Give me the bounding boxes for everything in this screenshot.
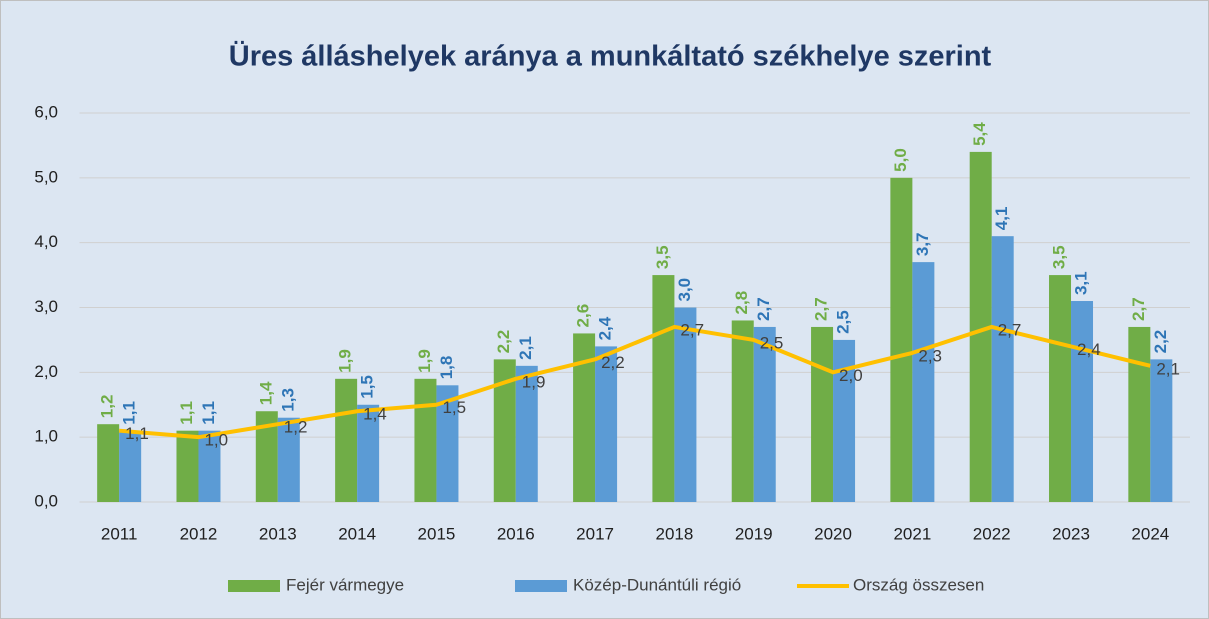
bar: [97, 424, 120, 502]
bar: [674, 307, 697, 502]
bar-value-label: 2,7: [1129, 297, 1148, 321]
bar-value-label: 1,4: [256, 381, 275, 405]
y-tick-label: 1,0: [34, 427, 58, 446]
bar-value-label: 2,2: [494, 330, 513, 354]
legend-label: Fejér vármegye: [286, 575, 404, 594]
line-value-label: 1,9: [522, 372, 546, 391]
bar: [1128, 326, 1151, 502]
bar: [176, 430, 199, 502]
bar-value-label: 3,7: [913, 232, 932, 256]
line-value-label: 1,1: [125, 424, 149, 443]
bar: [277, 417, 300, 502]
line-value-label: 2,4: [1077, 340, 1101, 359]
x-tick-label: 2023: [1052, 524, 1090, 543]
legend-swatch: [228, 580, 280, 592]
y-tick-label: 3,0: [34, 297, 58, 316]
bar-value-label: 2,7: [812, 297, 831, 321]
x-tick-label: 2015: [418, 524, 456, 543]
bar: [198, 430, 221, 502]
x-tick-label: 2024: [1131, 524, 1169, 543]
bar: [731, 320, 754, 502]
bar: [595, 346, 618, 502]
bar-value-label: 1,3: [278, 388, 297, 412]
bar-value-label: 3,1: [1072, 271, 1091, 295]
x-tick-label: 2012: [180, 524, 218, 543]
bar-value-label: 1,1: [199, 401, 218, 425]
bar-value-label: 2,7: [754, 297, 773, 321]
x-tick-label: 2013: [259, 524, 297, 543]
line-value-label: 1,0: [204, 431, 228, 450]
bar: [1150, 359, 1173, 502]
x-tick-label: 2022: [973, 524, 1011, 543]
chart-title: Üres álláshelyek aránya a munkáltató szé…: [229, 40, 992, 73]
line-value-label: 1,4: [363, 405, 387, 424]
bar-value-label: 3,5: [653, 245, 672, 269]
bar: [991, 236, 1014, 502]
bar: [811, 326, 834, 502]
bar: [912, 262, 935, 502]
line-value-label: 2,3: [918, 346, 942, 365]
bar: [890, 177, 913, 503]
line-value-label: 2,2: [601, 353, 625, 372]
bar-value-label: 5,0: [891, 148, 910, 172]
bar-value-label: 1,8: [437, 356, 456, 380]
bar-value-label: 3,5: [1050, 245, 1069, 269]
x-tick-label: 2020: [814, 524, 852, 543]
bar-value-label: 1,2: [98, 395, 117, 419]
y-tick-label: 5,0: [34, 167, 58, 186]
bar-value-label: 1,5: [358, 375, 377, 399]
bar-value-label: 3,0: [675, 278, 694, 302]
bar-value-label: 1,1: [177, 401, 196, 425]
bar-value-label: 2,1: [516, 336, 535, 360]
y-tick-label: 6,0: [34, 102, 58, 121]
bar-value-label: 4,1: [992, 207, 1011, 231]
bar-value-label: 2,5: [834, 310, 853, 334]
line-value-label: 1,2: [284, 418, 308, 437]
bar: [833, 339, 856, 502]
x-tick-label: 2016: [497, 524, 535, 543]
y-tick-label: 0,0: [34, 491, 58, 510]
bar: [119, 430, 142, 502]
bar-value-label: 2,8: [732, 291, 751, 315]
x-tick-label: 2014: [338, 524, 376, 543]
bar: [1071, 301, 1094, 502]
bar-value-label: 1,9: [415, 349, 434, 373]
bar-value-label: 1,9: [336, 349, 355, 373]
bar-value-label: 1,1: [120, 401, 139, 425]
bar-value-label: 2,6: [574, 304, 593, 328]
bar: [515, 365, 538, 502]
bar: [493, 359, 516, 502]
line-value-label: 1,5: [442, 398, 466, 417]
line-value-label: 2,5: [760, 333, 784, 352]
line: [118, 324, 1151, 440]
x-tick-label: 2018: [655, 524, 693, 543]
bar: [436, 385, 459, 502]
bar-value-label: 2,2: [1151, 330, 1170, 354]
bar: [652, 275, 675, 502]
bar: [1049, 275, 1072, 502]
bar: [255, 411, 278, 502]
bar-value-label: 5,4: [970, 122, 989, 146]
bar: [969, 151, 992, 502]
x-tick-label: 2011: [101, 524, 138, 543]
y-tick-label: 4,0: [34, 232, 58, 251]
legend-label: Közép-Dunántúli régió: [573, 575, 741, 594]
line-value-label: 2,1: [1156, 359, 1180, 378]
bar: [753, 326, 776, 502]
y-tick-label: 2,0: [34, 362, 58, 381]
line-value-label: 2,0: [839, 366, 863, 385]
bar-value-label: 2,4: [596, 316, 615, 340]
line-value-label: 2,7: [998, 320, 1022, 339]
x-tick-label: 2017: [576, 524, 614, 543]
legend-swatch: [515, 580, 567, 592]
legend-label: Ország összesen: [853, 575, 984, 594]
bar: [414, 378, 437, 502]
line-value-label: 2,7: [680, 320, 704, 339]
bar: [573, 333, 596, 502]
x-tick-label: 2021: [893, 524, 931, 543]
bar: [335, 378, 358, 502]
bar: [357, 404, 380, 502]
x-tick-label: 2019: [735, 524, 773, 543]
